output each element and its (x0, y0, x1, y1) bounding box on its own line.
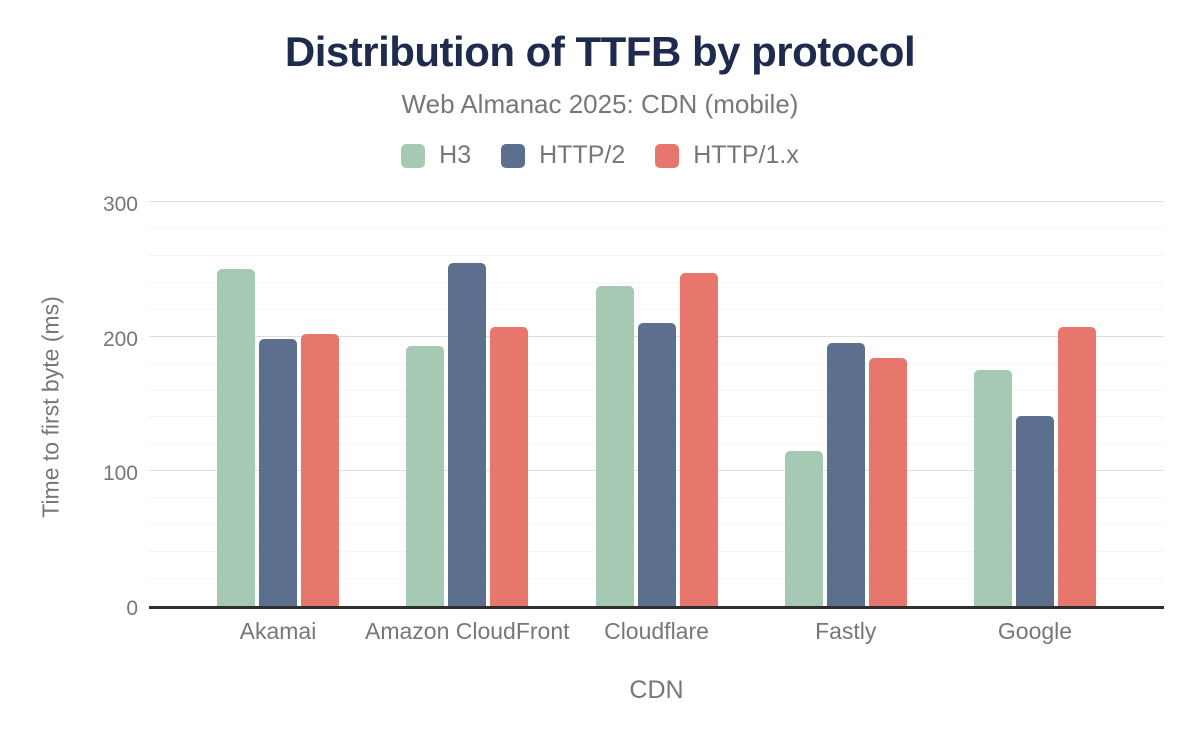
x-label-slot: Akamai (217, 618, 339, 645)
minor-gridline (149, 227, 1164, 229)
x-label-slot: Fastly (785, 618, 907, 645)
legend-label: H3 (439, 141, 472, 169)
legend-swatch-icon (401, 143, 426, 168)
bar-http-2[interactable] (259, 339, 297, 606)
chart-subtitle: Web Almanac 2025: CDN (mobile) (401, 89, 799, 119)
y-tick-label: 200 (102, 327, 138, 351)
bar-http-1-x[interactable] (1058, 327, 1096, 606)
legend-item-http-1-x[interactable]: HTTP/1.x (655, 141, 799, 170)
plot-area (149, 201, 1164, 609)
legend-label: HTTP/2 (539, 141, 626, 169)
x-category-label: Amazon CloudFront (364, 618, 570, 644)
x-axis-title: CDN (629, 676, 684, 704)
legend-label: HTTP/1.x (693, 141, 799, 169)
y-tick-label: 100 (102, 462, 138, 486)
major-gridline (149, 201, 1164, 202)
bar-h3[interactable] (974, 370, 1012, 606)
bar-http-2[interactable] (637, 323, 676, 606)
bar-http-1-x[interactable] (868, 358, 907, 606)
x-axis-category-labels: Akamai Amazon CloudFront Cloudflare Fastly G… (149, 618, 1164, 645)
bar-group-fastly (784, 205, 907, 606)
bar-h3[interactable] (406, 346, 445, 606)
bar-h3[interactable] (784, 451, 823, 606)
bar-group-cloudflare (595, 205, 718, 606)
y-axis-title: Time to first byte (ms) (37, 296, 64, 518)
legend-swatch-icon (655, 143, 680, 168)
x-label-slot: Google (974, 618, 1096, 645)
bar-group-akamai (217, 205, 339, 606)
bar-http-1-x[interactable] (301, 334, 339, 606)
bar-h3[interactable] (595, 285, 634, 606)
x-category-label: Google (997, 618, 1073, 644)
chart-title: Distribution of TTFB by protocol (284, 28, 916, 75)
bar-http-2[interactable] (1016, 416, 1054, 606)
legend-item-http-2[interactable]: HTTP/2 (501, 141, 625, 170)
minor-gridline (149, 281, 1164, 283)
y-tick-label: 0 (126, 597, 138, 620)
x-category-label: Cloudflare (604, 618, 709, 644)
bar-http-2[interactable] (826, 343, 865, 606)
legend: H3 HTTP/2 HTTP/1.x (0, 141, 1200, 170)
bar-groups (149, 205, 1164, 606)
bar-http-1-x[interactable] (490, 327, 529, 606)
bar-group-amazon-cloudfront (406, 205, 529, 606)
x-label-slot: Amazon CloudFront (365, 618, 570, 645)
y-tick-label: 300 (102, 193, 138, 216)
bar-http-1-x[interactable] (679, 273, 718, 606)
bar-h3[interactable] (217, 269, 255, 606)
legend-item-h3[interactable]: H3 (401, 141, 471, 170)
bar-group-google (974, 205, 1096, 606)
bar-http-2[interactable] (448, 262, 487, 606)
minor-gridline (149, 254, 1164, 256)
x-category-label: Fastly (815, 618, 877, 644)
legend-swatch-icon (501, 143, 526, 168)
minor-gridline (149, 308, 1164, 310)
x-label-slot: Cloudflare (596, 618, 718, 645)
x-category-label: Akamai (239, 618, 317, 644)
